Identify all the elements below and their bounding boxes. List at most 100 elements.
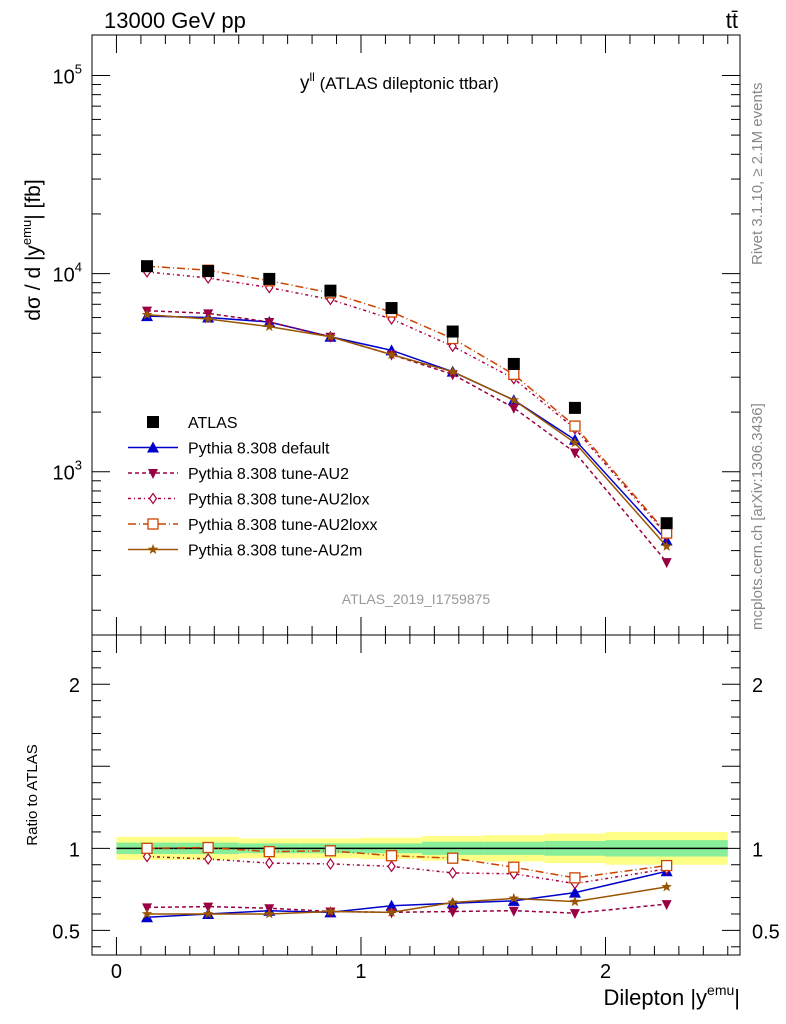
ratio-point-pythia-8-308-tune-au2m — [141, 908, 153, 919]
legend-label-atlas: ATLAS — [188, 415, 238, 432]
data-point-pythia-8-308-tune-au2m — [141, 309, 153, 320]
ratio-point-pythia-8-308-tune-au2 — [447, 907, 458, 918]
bottom-y-tick-label: 1 — [69, 839, 80, 861]
bottom-y-tick-label: 2 — [69, 675, 80, 697]
ratio-point-pythia-8-308-tune-au2 — [508, 906, 519, 917]
data-point-pythia-8-308-tune-au2m — [447, 366, 458, 377]
top-y-tick-label: 104 — [53, 260, 82, 287]
legend-marker-pythia-8-308-tune-au2 — [148, 469, 158, 479]
ratio-point-pythia-8-308-tune-au2loxx — [141, 842, 153, 854]
bottom-y-tick-label: 0.5 — [52, 921, 80, 943]
data-point-atlas — [385, 302, 398, 315]
watermark: ATLAS_2019_I1759875 — [342, 591, 491, 607]
ratio-point-pythia-8-308-tune-au2m — [661, 881, 672, 892]
x-tick-label: 1 — [355, 961, 366, 983]
data-point-pythia-8-308-tune-au2m — [661, 540, 672, 551]
data-point-pythia-8-308-tune-au2m — [386, 349, 397, 360]
series-line-pythia-8-308-tune-au2lox — [146, 271, 668, 536]
data-point-pythia-8-308-tune-au2loxx — [569, 420, 581, 432]
data-point-pythia-8-308-tune-au2m — [325, 331, 336, 342]
ratio-line-pythia-8-308-tune-au2lox — [146, 855, 667, 885]
data-point-atlas — [324, 284, 337, 297]
legend-label-pythia-8-308-tune-au2m: Pythia 8.308 tune-AU2m — [188, 543, 362, 560]
rivet-label: Rivet 3.1.10, ≥ 2.1M events — [749, 83, 766, 266]
header-left: 13000 GeV pp — [104, 8, 246, 33]
ratio-point-pythia-8-308-tune-au2lox — [448, 866, 457, 879]
x-tick-label: 2 — [600, 961, 611, 983]
data-point-pythia-8-308-tune-au2loxx — [660, 527, 673, 539]
data-point-atlas — [446, 325, 459, 338]
data-point-atlas — [141, 260, 154, 273]
bottom-frame — [91, 634, 741, 956]
ratio-point-pythia-8-308-tune-au2lox — [203, 852, 213, 866]
ratio-point-pythia-8-308-tune-au2 — [142, 903, 153, 914]
ratio-point-pythia-8-308-tune-au2loxx — [660, 859, 673, 872]
legend-label-pythia-8-308-tune-au2: Pythia 8.308 tune-AU2 — [188, 466, 349, 483]
top-y-tick-label: 105 — [53, 61, 82, 88]
legend-marker-pythia-8-308-tune-au2loxx — [147, 518, 159, 530]
ratio-point-pythia-8-308-tune-au2m — [386, 906, 397, 917]
legend-marker-pythia-8-308-tune-au2lox — [148, 492, 158, 505]
ratio-point-pythia-8-308-tune-au2lox — [326, 857, 335, 870]
data-point-pythia-8-308-tune-au2m — [508, 394, 520, 405]
bottom-ticks: 0.5 0.5 1 1 2 2 0 1 2 — [52, 635, 780, 983]
ratio-point-pythia-8-308-tune-au2m — [447, 896, 458, 907]
ratio-point-pythia-8-308-tune-au2loxx — [447, 852, 459, 864]
chart-title: yll (ATLAS dileptonic ttbar) — [300, 70, 499, 94]
data-point-pythia-8-308-tune-au2 — [569, 448, 580, 459]
legend-marker-pythia-8-308-default — [147, 441, 159, 453]
ratio-point-pythia-8-308-tune-au2loxx — [508, 861, 520, 873]
top-y-axis-label: dσ / d |yemu| [fb] — [19, 179, 45, 320]
ratio-point-pythia-8-308-default — [385, 899, 398, 911]
data-point-pythia-8-308-tune-au2 — [508, 403, 519, 414]
ratio-point-pythia-8-308-tune-au2loxx — [324, 845, 337, 857]
top-ticks: 103 104 105 — [53, 35, 740, 635]
legend: ATLAS Pythia 8.308 default Pythia 8.308 tu… — [128, 415, 377, 560]
x-axis-label: Dilepton |yemu| — [604, 982, 741, 1010]
bottom-panel: 0.5 0.5 1 1 2 2 0 1 2 Ratio to ATLAS Dilepton |y… — [24, 634, 780, 1010]
ratio-point-pythia-8-308-tune-au2lox — [387, 860, 396, 873]
ratio-bands — [116, 831, 728, 865]
top-panel: 103 104 105 yll (ATLAS dileptonic ttbar) A… — [19, 34, 741, 636]
ratio-point-pythia-8-308-tune-au2loxx — [263, 845, 275, 858]
ratio-point-pythia-8-308-tune-au2 — [569, 909, 580, 920]
ratio-point-pythia-8-308-default — [141, 911, 154, 923]
ratio-point-pythia-8-308-default — [568, 886, 581, 898]
legend-marker-atlas — [147, 416, 159, 428]
ratio-point-pythia-8-308-tune-au2loxx — [385, 850, 398, 862]
legend-marker-pythia-8-308-tune-au2m — [147, 544, 159, 554]
bottom-y-tick-label-right: 2 — [752, 675, 763, 697]
x-tick-label: 0 — [111, 961, 122, 983]
data-point-pythia-8-308-tune-au2m — [264, 321, 275, 332]
data-point-atlas — [507, 357, 520, 370]
legend-label-pythia-8-308-default: Pythia 8.308 default — [188, 441, 330, 458]
legend-label-pythia-8-308-tune-au2loxx: Pythia 8.308 tune-AU2loxx — [188, 517, 377, 534]
ratio-point-pythia-8-308-tune-au2m — [508, 892, 520, 903]
data-point-pythia-8-308-tune-au2 — [661, 558, 672, 569]
data-point-pythia-8-308-tune-au2m — [569, 437, 581, 448]
top-series — [141, 260, 673, 569]
ratio-point-pythia-8-308-tune-au2m — [264, 908, 275, 919]
data-point-atlas — [263, 272, 276, 285]
series-line-pythia-8-308-tune-au2loxx — [146, 265, 668, 534]
bottom-y-tick-label-right: 0.5 — [752, 921, 780, 943]
top-y-tick-label: 103 — [53, 458, 82, 485]
data-point-atlas — [660, 517, 673, 530]
ratio-point-pythia-8-308-tune-au2lox — [265, 857, 274, 870]
ratio-point-pythia-8-308-tune-au2lox — [142, 850, 152, 863]
bottom-y-tick-label-right: 1 — [752, 839, 763, 861]
data-point-pythia-8-308-tune-au2loxx — [508, 368, 520, 381]
ratio-line-pythia-8-308-tune-au2 — [147, 903, 667, 914]
bottom-series — [141, 841, 673, 923]
data-point-atlas — [202, 265, 215, 278]
ratio-point-pythia-8-308-tune-au2 — [203, 902, 214, 913]
data-point-pythia-8-308-tune-au2m — [202, 313, 214, 324]
bottom-y-axis-label: Ratio to ATLAS — [24, 744, 41, 845]
ratio-point-pythia-8-308-tune-au2m — [569, 896, 581, 907]
ratio-point-pythia-8-308-tune-au2 — [661, 900, 672, 911]
mcplots-label: mcplots.cern.ch [arXiv:1306.3436] — [749, 403, 766, 630]
ratio-point-pythia-8-308-tune-au2m — [325, 906, 336, 916]
ratio-point-pythia-8-308-tune-au2m — [202, 908, 214, 919]
legend-label-pythia-8-308-tune-au2lox: Pythia 8.308 tune-AU2lox — [188, 492, 369, 509]
